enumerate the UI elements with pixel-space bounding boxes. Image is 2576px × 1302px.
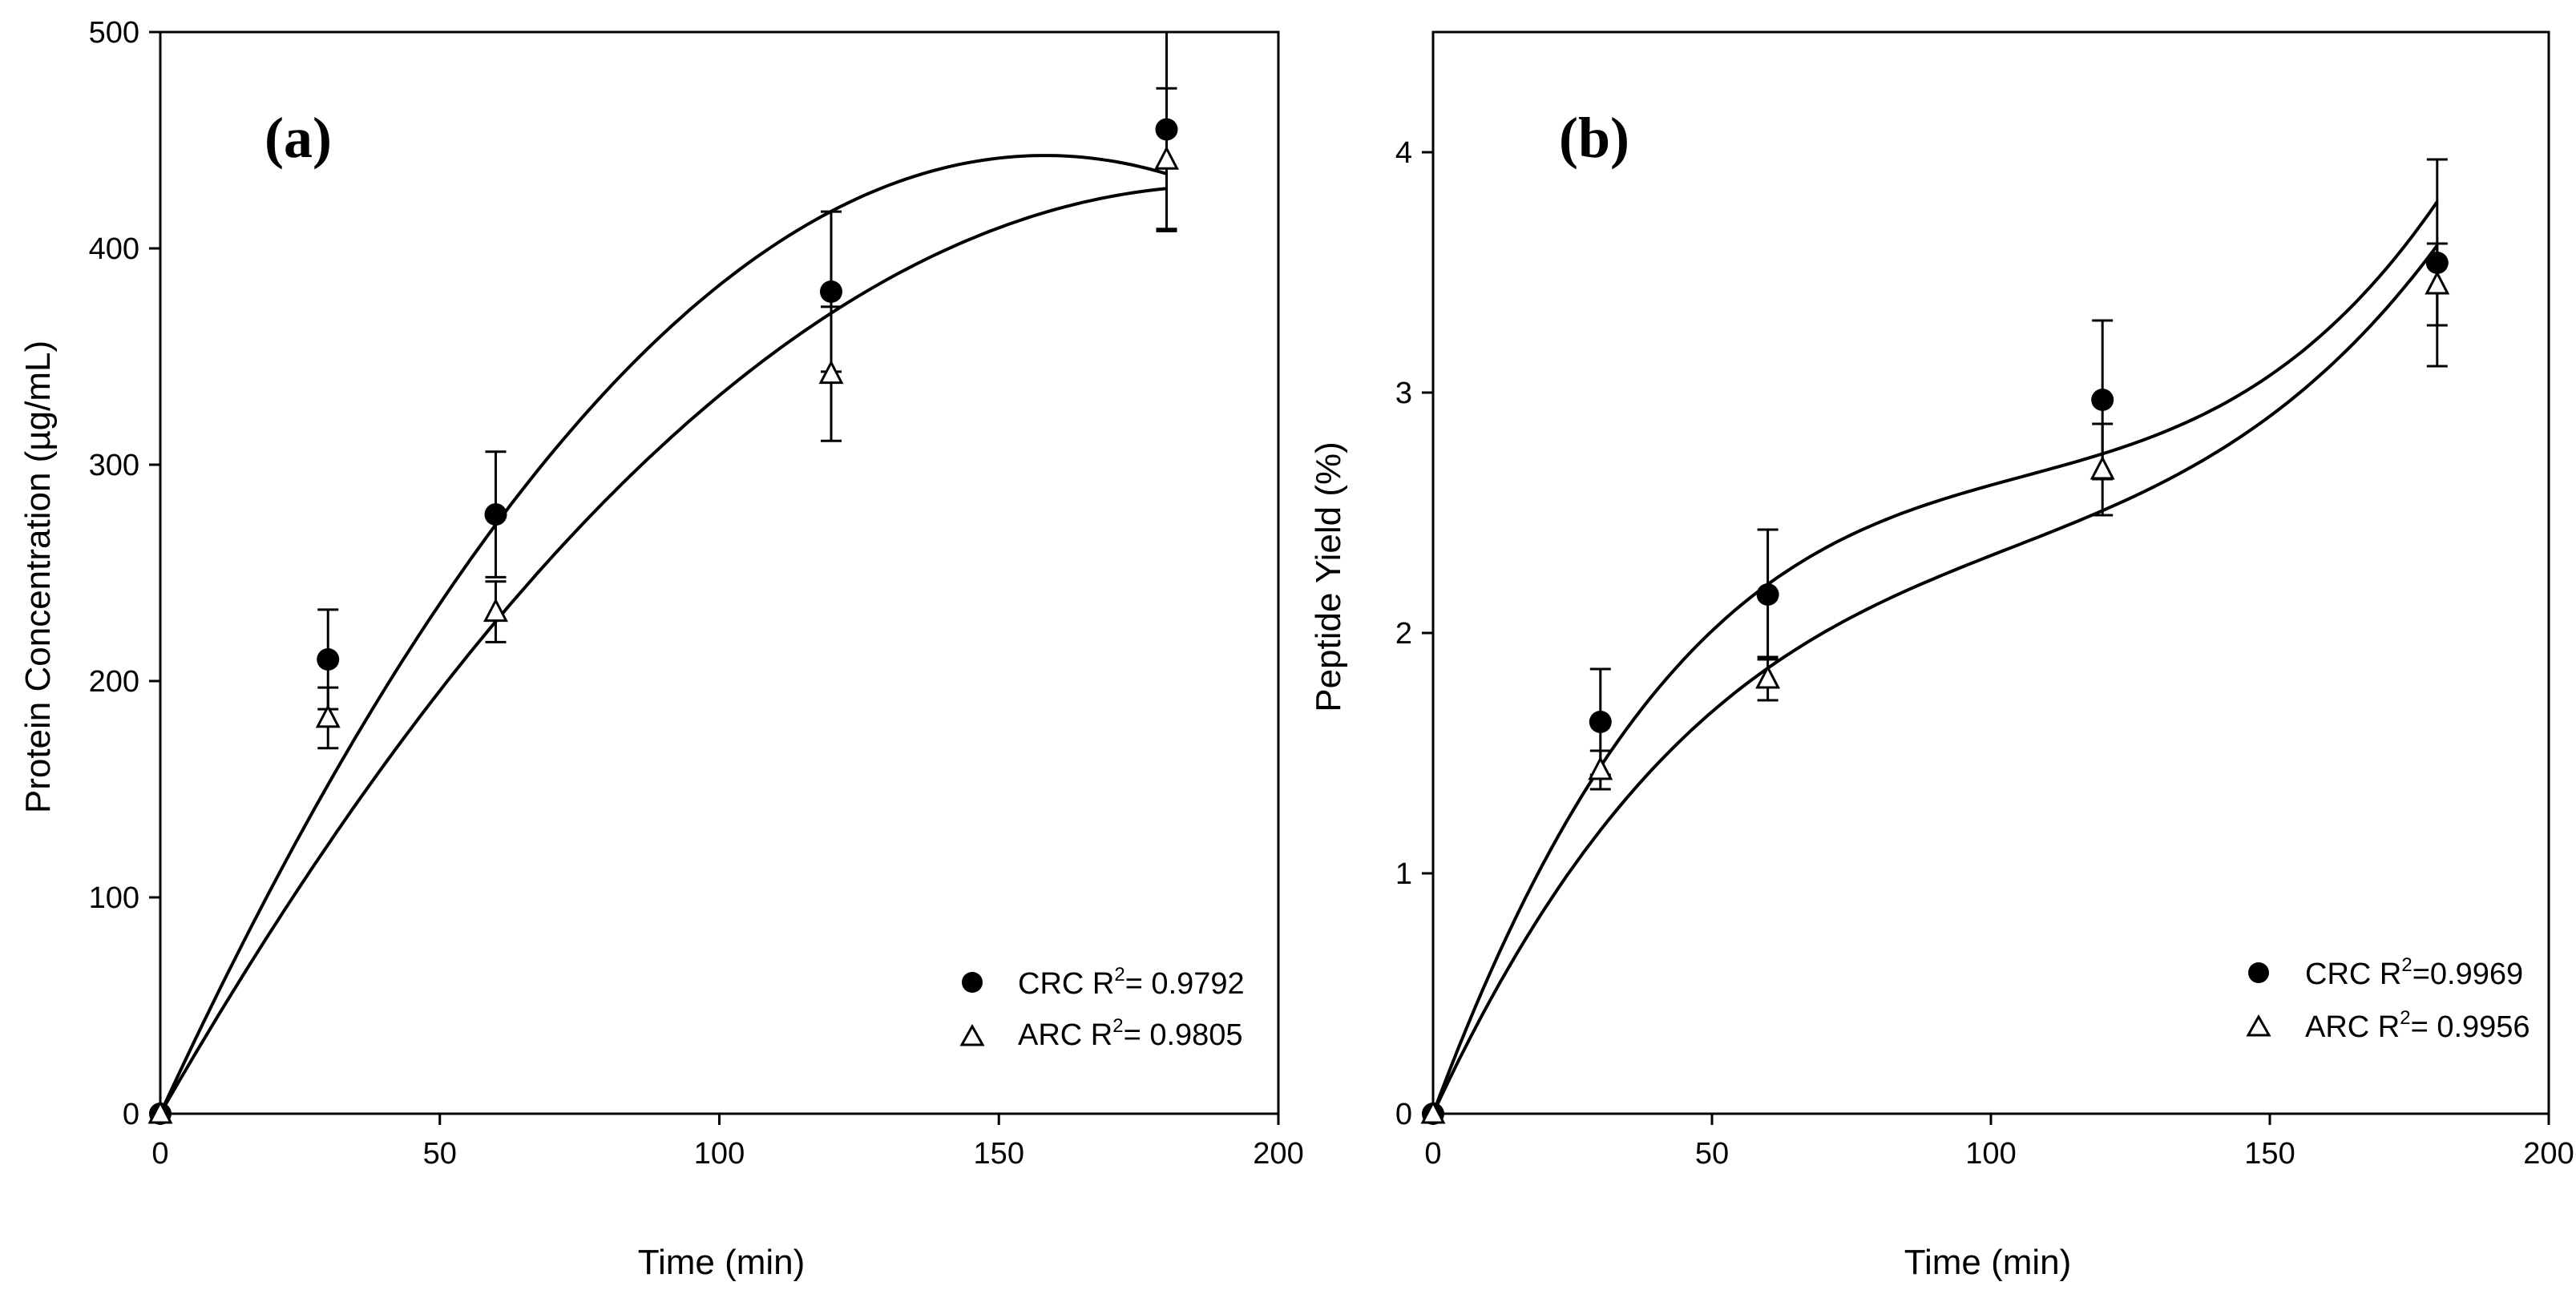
crc-point [1589, 711, 1612, 733]
arc-point [2089, 455, 2115, 480]
y-tick-label: 3 [1395, 377, 1412, 410]
legend-arc-marker-b [2246, 1014, 2271, 1037]
crc-point [820, 280, 842, 303]
panel-b-x-axis-label: Time (min) [1904, 1243, 2072, 1282]
x-tick-label: 200 [1253, 1137, 1303, 1171]
y-tick-label: 1 [1395, 857, 1412, 891]
y-tick-label: 0 [123, 1098, 139, 1131]
crc-point [317, 648, 340, 671]
crc-fit-curve [159, 154, 1168, 1115]
arc-point [1154, 146, 1179, 170]
x-tick-label: 0 [1424, 1137, 1441, 1171]
arc-point [1420, 1099, 1446, 1124]
x-tick-label: 200 [2523, 1137, 2574, 1171]
x-tick-label: 50 [1695, 1137, 1729, 1171]
panel-a-x-axis-label: Time (min) [638, 1243, 806, 1282]
panel-a-legend: CRC R2= 0.9792 ARC R2= 0.9805 [959, 964, 1245, 1052]
panel-a-plot-frame [159, 30, 1280, 1115]
legend-arc-marker-a [959, 1023, 985, 1046]
y-tick-label: 400 [89, 232, 139, 266]
x-tick-label: 100 [694, 1137, 745, 1171]
legend-crc-marker-a [962, 972, 983, 993]
legend-arc-text-b: ARC R2= 0.9956 [2305, 1007, 2530, 1044]
x-tick-label: 50 [423, 1137, 457, 1171]
y-tick-label: 200 [89, 665, 139, 699]
panel-b-label: (b) [1559, 106, 1629, 170]
y-tick-label: 2 [1395, 617, 1412, 651]
crc-point [484, 503, 507, 526]
panel-a-label: (a) [264, 106, 332, 170]
arc-point [818, 360, 844, 385]
arc-fit-curve [159, 187, 1167, 1115]
panel-a-letter: a [284, 106, 313, 170]
x-tick-label: 0 [151, 1137, 168, 1171]
panel-b-y-axis-label: Peptide Yield (%) [1309, 441, 1348, 712]
crc-point [1756, 583, 1779, 606]
panel-b-legend: CRC R2=0.9969 ARC R2= 0.9956 [2246, 954, 2530, 1044]
panel-b-plot-frame [1431, 30, 2550, 1115]
x-tick-label: 150 [974, 1137, 1024, 1171]
x-tick-label: 100 [1965, 1137, 2016, 1171]
legend-crc-text-b: CRC R2=0.9969 [2305, 954, 2523, 991]
arc-fit-curve [1431, 244, 2439, 1115]
crc-point [2091, 389, 2114, 411]
arc-point [147, 1099, 173, 1124]
panel-a-y-axis-label: Protein Concentration (µg/mL) [18, 341, 58, 813]
y-tick-label: 100 [89, 881, 139, 915]
crc-fit-curve [1431, 200, 2439, 1115]
y-tick-label: 4 [1395, 136, 1412, 170]
x-tick-label: 150 [2244, 1137, 2295, 1171]
y-tick-label: 0 [1395, 1098, 1412, 1131]
legend-crc-marker-b [2248, 962, 2269, 983]
arc-point [483, 598, 508, 623]
panel-b: (b) Time (min) Peptide Yield (%) CRC R2=… [1309, 30, 2574, 1282]
arc-point [315, 703, 341, 728]
arc-point [1755, 664, 1781, 689]
panel-b-letter: b [1578, 106, 1610, 170]
arc-point [1588, 756, 1613, 780]
arc-point [2425, 270, 2450, 295]
panel-a: (a) Time (min) Protein Concentration (µg… [18, 16, 1304, 1282]
legend-arc-text-a: ARC R2= 0.9805 [1018, 1015, 1243, 1052]
y-tick-label: 500 [89, 16, 139, 50]
y-tick-label: 300 [89, 449, 139, 482]
legend-crc-text-a: CRC R2= 0.9792 [1018, 964, 1245, 1001]
